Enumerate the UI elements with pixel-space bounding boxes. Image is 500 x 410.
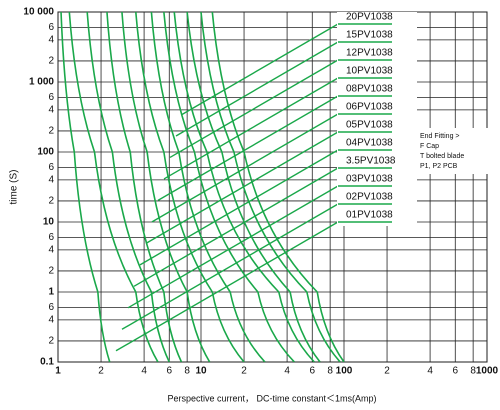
legend-label: 05PV1038 (346, 120, 393, 131)
legend-label: 08PV1038 (346, 84, 393, 95)
y-tick-label: 10 (43, 217, 55, 228)
x-tick-label: 8 (327, 366, 333, 377)
legend-label: 3.5PV1038 (346, 156, 396, 167)
y-tick-label: 2 (48, 56, 54, 67)
note-text: P1, P2 PCB (420, 163, 458, 170)
x-tick-label: 1000 (476, 366, 499, 377)
legend-leader (133, 167, 339, 287)
legend-label: 01PV1038 (346, 210, 393, 221)
legend-label: 12PV1038 (346, 48, 393, 59)
y-tick-label: 6 (48, 232, 54, 243)
y-tick-label: 4 (48, 174, 54, 185)
y-tick-label: 2 (48, 266, 54, 277)
x-tick-label: 6 (452, 366, 458, 377)
y-tick-label: 4 (48, 34, 54, 45)
legend-label: 02PV1038 (346, 192, 393, 203)
x-tick-label: 6 (166, 366, 172, 377)
x-tick-label: 10 (195, 366, 207, 377)
x-tick-label: 2 (98, 366, 104, 377)
legend-leader (157, 95, 339, 202)
y-tick-label: 6 (48, 92, 54, 103)
y-axis-label: time (S) (9, 170, 20, 205)
legend-label: 04PV1038 (346, 138, 393, 149)
x-tick-label: 4 (284, 366, 290, 377)
legend-leader (115, 221, 339, 352)
legend-leader (181, 23, 339, 116)
plot-area (57, 11, 488, 363)
x-tick-label: 6 (309, 366, 315, 377)
legend-box (337, 12, 417, 226)
y-tick-label: 0.1 (40, 357, 54, 368)
legend-leader (127, 185, 339, 309)
y-tick-label: 6 (48, 302, 54, 313)
x-tick-label: 8 (184, 366, 190, 377)
fuse-curve (121, 12, 211, 362)
legend-label: 06PV1038 (346, 102, 393, 113)
x-tick-label: 4 (141, 366, 147, 377)
y-tick-label: 100 (37, 147, 54, 158)
legend-leader (169, 59, 339, 159)
x-tick-label: 2 (384, 366, 390, 377)
fuse-curve (186, 12, 321, 362)
x-tick-label: 1 (55, 366, 61, 377)
y-tick-label: 2 (48, 126, 54, 137)
x-tick-label: 100 (336, 366, 353, 377)
legend-leader (163, 77, 339, 180)
y-tick-label: 1 (48, 287, 54, 298)
fuse-curve (163, 12, 295, 362)
legend-leader (175, 41, 339, 137)
legend-leader (121, 203, 339, 330)
fuse-curve (150, 12, 266, 362)
fuse-curve (68, 12, 159, 362)
note-text: F Cap (420, 143, 439, 150)
legend-leader (139, 149, 339, 266)
y-tick-label: 4 (48, 314, 54, 325)
legend-label: 03PV1038 (346, 174, 393, 185)
y-tick-label: 2 (48, 196, 54, 207)
fuse-curve (211, 12, 345, 362)
legend-label: 15PV1038 (346, 30, 393, 41)
note-box (417, 128, 489, 174)
fuse-curve (200, 12, 341, 362)
y-tick-label: 6 (48, 22, 54, 33)
legend-leader (151, 113, 339, 223)
fuse-curve (135, 12, 245, 362)
x-tick-label: 2 (241, 366, 247, 377)
note-text: T bolted blade (420, 153, 464, 160)
x-axis-label: Perspective current， DC-time constant＜1m… (167, 393, 376, 403)
note-text: End Fitting > (420, 133, 460, 140)
x-tick-label: 8 (470, 366, 476, 377)
legend-leader (145, 131, 339, 244)
y-tick-label: 10 000 (23, 7, 54, 18)
y-tick-label: 2 (48, 336, 54, 347)
legend-label: 10PV1038 (346, 66, 393, 77)
legend-label: 20PV1038 (346, 12, 393, 23)
fuse-curve (173, 12, 315, 362)
y-tick-label: 1 000 (29, 77, 54, 88)
y-tick-label: 4 (48, 244, 54, 255)
y-tick-label: 6 (48, 162, 54, 173)
y-tick-label: 4 (48, 104, 54, 115)
fuse-curve (86, 12, 170, 362)
x-tick-label: 4 (427, 366, 433, 377)
fuse-curve (60, 12, 111, 362)
